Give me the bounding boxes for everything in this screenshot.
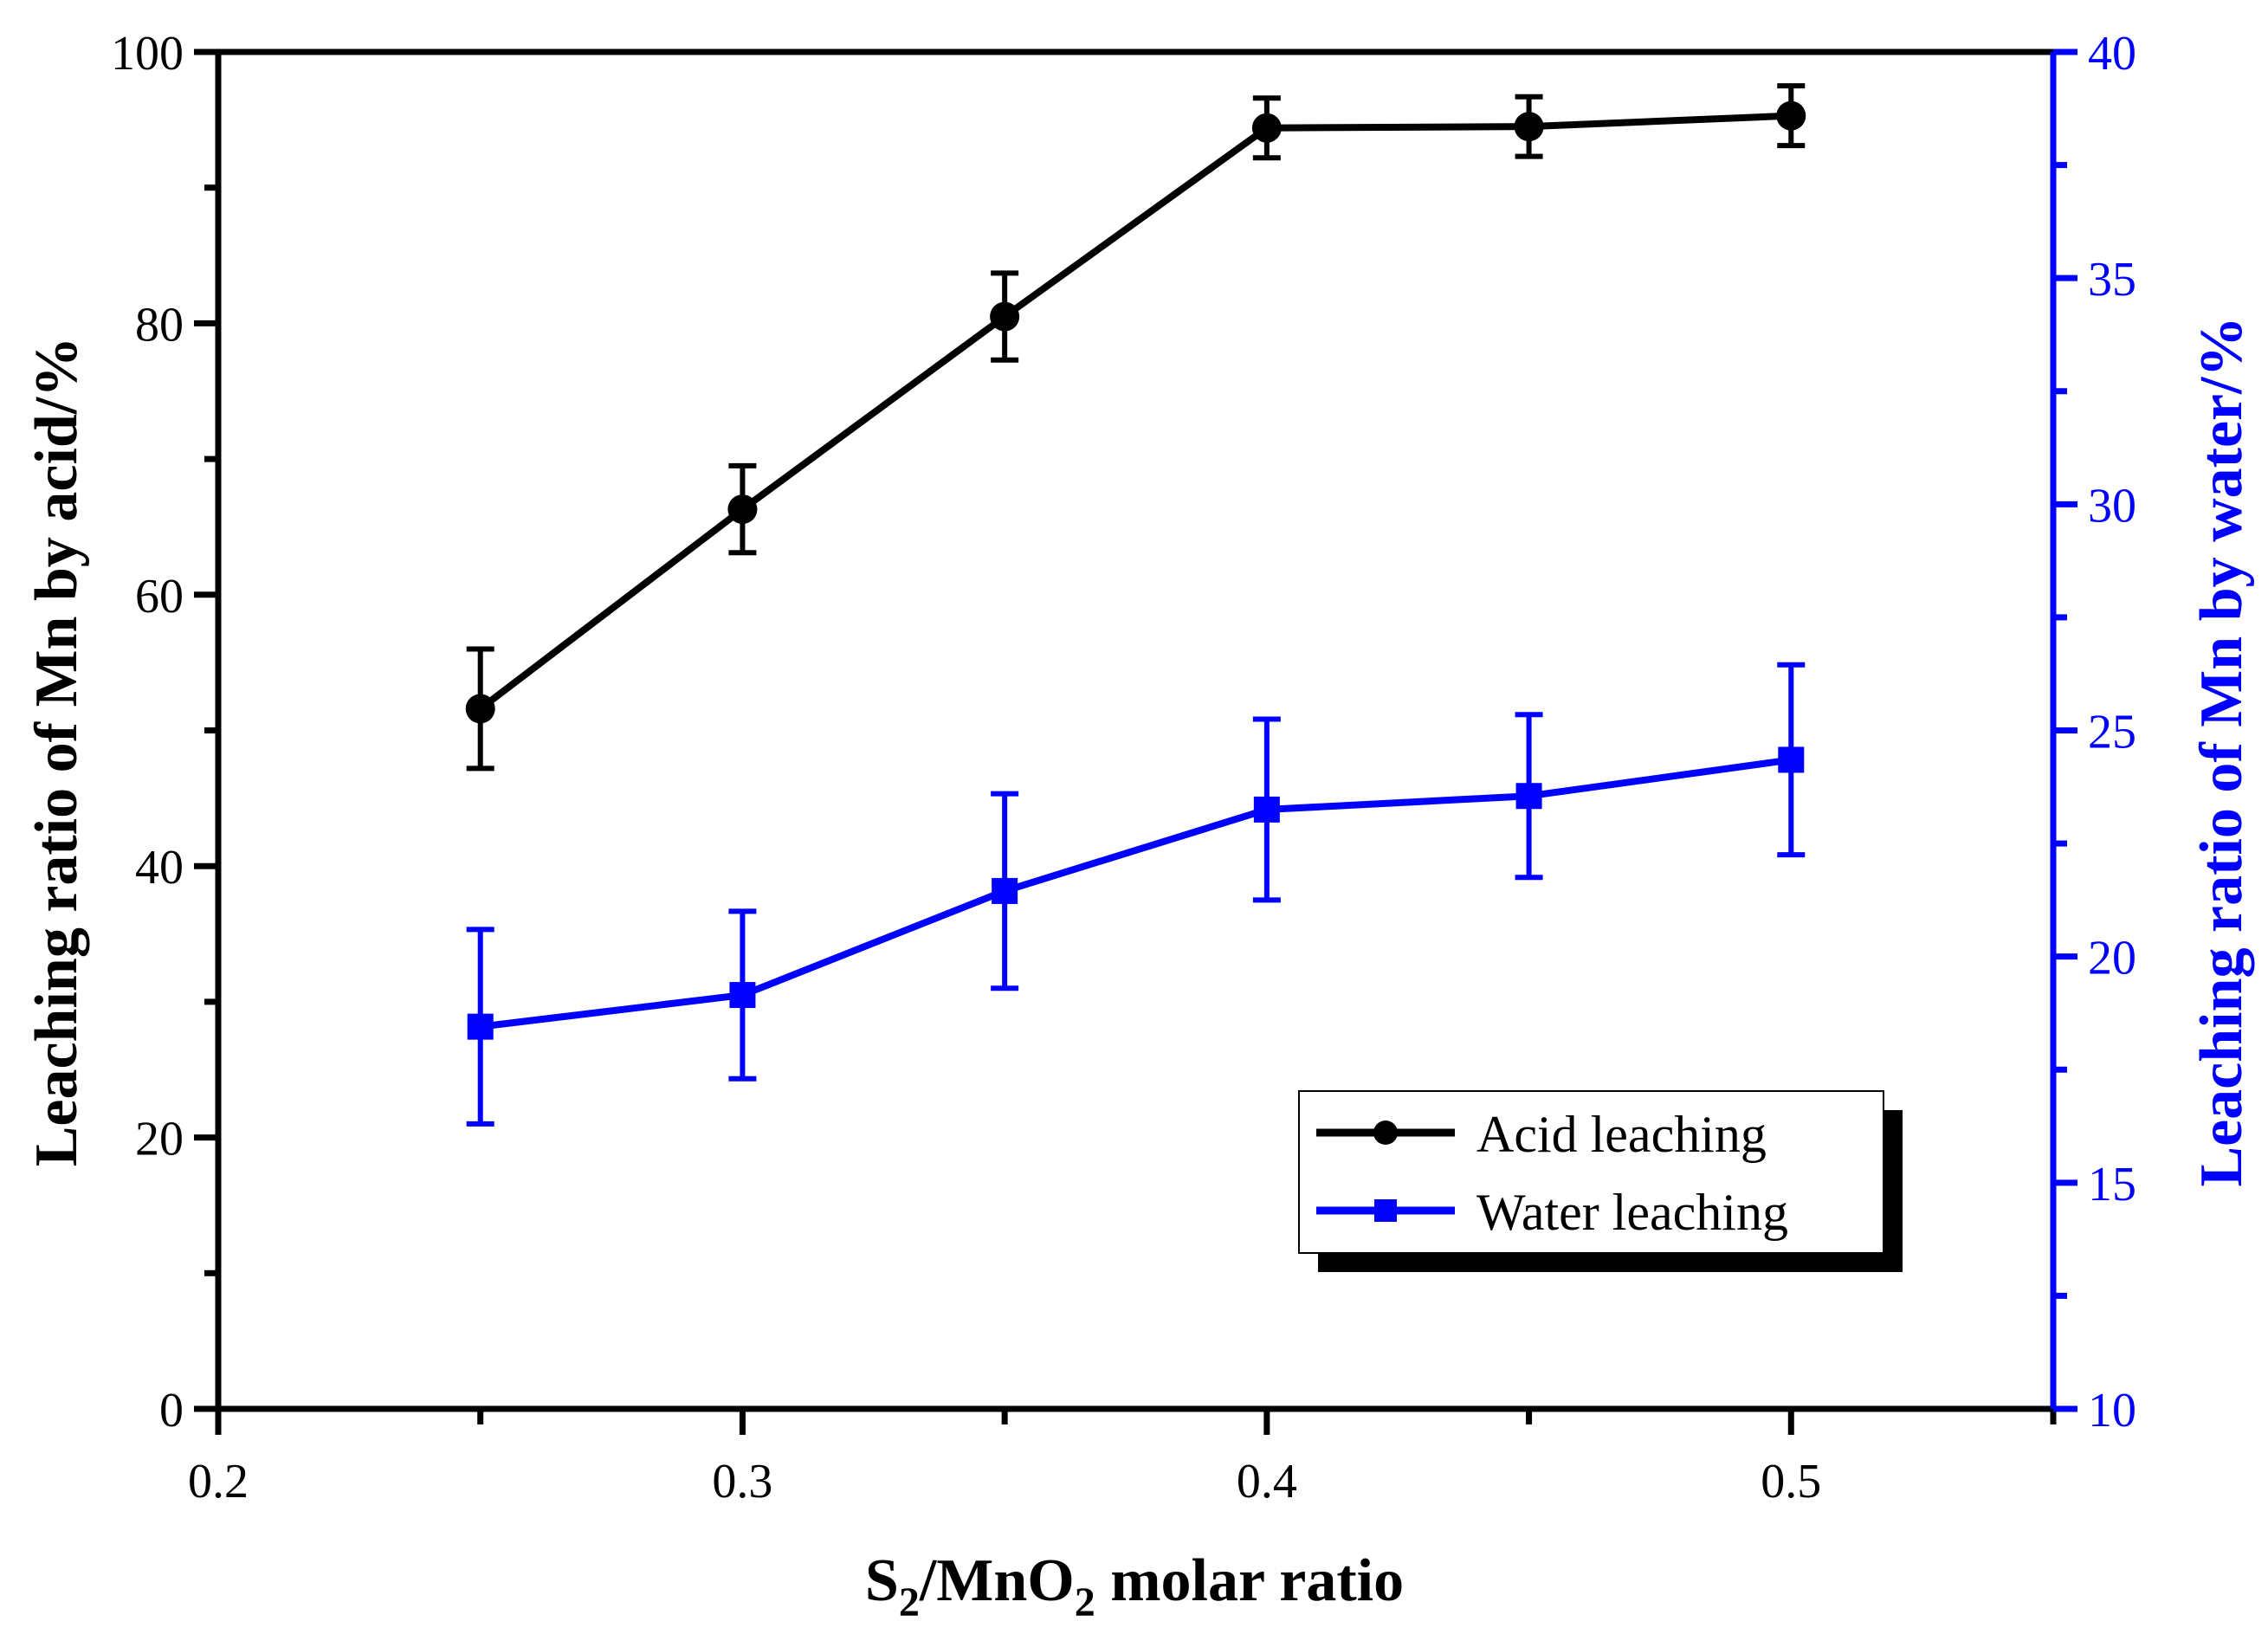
right-y-tick-label: 40 xyxy=(2088,27,2136,81)
legend-item-acid: Acid leaching xyxy=(1316,1106,1767,1163)
legend-acid-marker xyxy=(1373,1121,1398,1145)
series-water xyxy=(466,662,1806,1127)
data-point xyxy=(992,877,1018,904)
left-y-axis-title: Leaching ratio of Mn by acid/% xyxy=(23,337,90,1167)
data-point xyxy=(1778,746,1805,773)
x-tick-label: 0.2 xyxy=(188,1455,249,1508)
legend-water-label: Water leaching xyxy=(1476,1184,1788,1241)
series-acid xyxy=(465,83,1806,772)
legend-water-marker xyxy=(1374,1199,1397,1222)
right-y-tick-label: 25 xyxy=(2088,706,2136,759)
data-point xyxy=(1251,113,1282,143)
legend: Acid leaching Water leaching xyxy=(1298,1090,1903,1272)
x-tick-label: 0.3 xyxy=(712,1455,772,1508)
x-tick-label: 0.5 xyxy=(1761,1455,1821,1508)
data-point xyxy=(465,694,495,724)
data-point xyxy=(1253,796,1280,823)
data-point xyxy=(727,494,758,525)
legend-acid-label: Acid leaching xyxy=(1476,1106,1767,1163)
x-axis-title: S2/MnO2 molar ratio xyxy=(865,1547,1404,1625)
series-line xyxy=(478,112,1792,712)
right-y-tick-label: 20 xyxy=(2088,932,2136,985)
left-y-tick-label: 60 xyxy=(135,570,184,623)
right-y-axis-ticks: 10 15 20 25 30 35 40 xyxy=(2053,27,2136,1437)
left-y-tick-label: 100 xyxy=(111,27,184,81)
right-y-tick-label: 30 xyxy=(2088,479,2136,533)
series-line xyxy=(480,756,1792,1030)
plot-area xyxy=(465,83,1806,1127)
data-point xyxy=(990,301,1020,332)
legend-box xyxy=(1298,1090,1884,1254)
right-y-tick-label: 35 xyxy=(2088,253,2136,307)
right-y-tick-label: 15 xyxy=(2088,1158,2136,1211)
left-y-tick-label: 0 xyxy=(159,1384,184,1437)
left-y-tick-label: 20 xyxy=(135,1113,184,1166)
x-tick-label: 0.4 xyxy=(1237,1455,1297,1508)
left-y-tick-label: 80 xyxy=(135,298,184,352)
left-y-tick-label: 40 xyxy=(135,841,184,895)
legend-item-water: Water leaching xyxy=(1316,1184,1788,1241)
data-point xyxy=(729,982,756,1009)
data-point xyxy=(1776,100,1806,131)
right-y-tick-label: 10 xyxy=(2088,1384,2136,1437)
left-y-axis-ticks: 0 20 40 60 80 100 xyxy=(111,27,218,1437)
data-point xyxy=(467,1013,494,1040)
data-point xyxy=(1515,783,1542,810)
right-y-axis-title: Leaching ratio of Mn by water/% xyxy=(2188,316,2255,1186)
x-axis-ticks: 0.2 0.3 0.4 0.5 xyxy=(188,1409,2057,1508)
data-point xyxy=(1514,112,1544,142)
